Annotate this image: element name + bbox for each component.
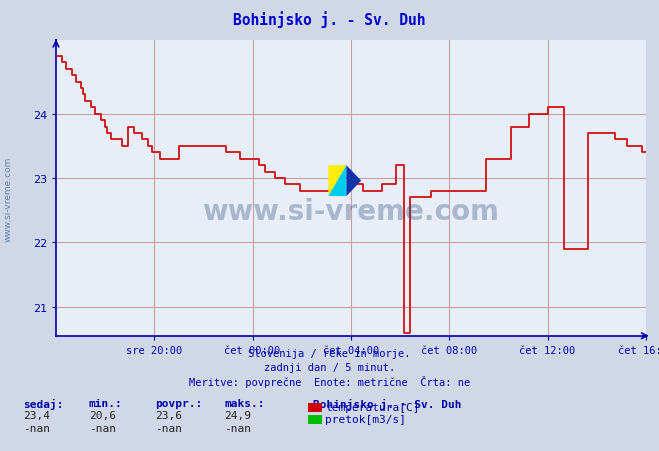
Text: sedaj:: sedaj:: [23, 398, 63, 409]
Text: zadnji dan / 5 minut.: zadnji dan / 5 minut.: [264, 362, 395, 372]
Polygon shape: [328, 166, 347, 197]
Text: temperatura[C]: temperatura[C]: [325, 402, 419, 412]
Text: pretok[m3/s]: pretok[m3/s]: [325, 414, 406, 424]
Text: Slovenija / reke in morje.: Slovenija / reke in morje.: [248, 348, 411, 358]
Text: Meritve: povprečne  Enote: metrične  Črta: ne: Meritve: povprečne Enote: metrične Črta:…: [189, 375, 470, 387]
Text: -nan: -nan: [155, 423, 182, 433]
Text: -nan: -nan: [89, 423, 116, 433]
Text: -nan: -nan: [23, 423, 50, 433]
Text: 23,6: 23,6: [155, 410, 182, 420]
Text: 24,9: 24,9: [224, 410, 251, 420]
Text: Bohinjsko j. - Sv. Duh: Bohinjsko j. - Sv. Duh: [313, 398, 461, 409]
Text: maks.:: maks.:: [224, 398, 264, 408]
Text: povpr.:: povpr.:: [155, 398, 202, 408]
Text: min.:: min.:: [89, 398, 123, 408]
Text: 23,4: 23,4: [23, 410, 50, 420]
Polygon shape: [347, 166, 361, 197]
Text: -nan: -nan: [224, 423, 251, 433]
Text: 20,6: 20,6: [89, 410, 116, 420]
Polygon shape: [328, 166, 347, 197]
Text: www.si-vreme.com: www.si-vreme.com: [4, 156, 13, 241]
Text: www.si-vreme.com: www.si-vreme.com: [202, 198, 500, 226]
Text: Bohinjsko j. - Sv. Duh: Bohinjsko j. - Sv. Duh: [233, 11, 426, 28]
